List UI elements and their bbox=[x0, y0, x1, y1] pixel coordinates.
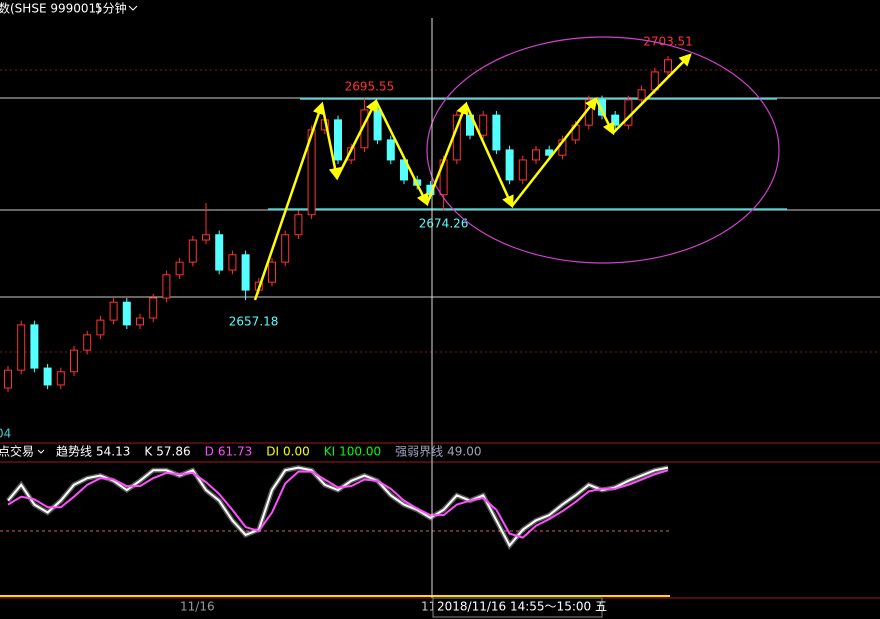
candle-body bbox=[96, 319, 105, 336]
candle-body bbox=[83, 334, 92, 351]
highlight-ellipse bbox=[426, 36, 780, 264]
arrow bbox=[335, 98, 378, 179]
candle-body bbox=[149, 297, 158, 319]
candle-body bbox=[294, 214, 303, 236]
candle-body bbox=[162, 274, 171, 299]
indicator-menu[interactable]: 点交易 bbox=[0, 444, 34, 459]
candle-body bbox=[109, 301, 118, 321]
readout-label: DI bbox=[266, 445, 279, 459]
candle-body bbox=[479, 114, 488, 136]
candle-body bbox=[43, 367, 52, 386]
instrument: 数(SHSE 999001) bbox=[0, 1, 101, 16]
arrow bbox=[511, 97, 598, 207]
candle-body bbox=[241, 254, 250, 291]
price-label: 2674.26 bbox=[419, 217, 469, 231]
candle-body bbox=[56, 371, 65, 386]
candle-body bbox=[202, 234, 210, 241]
readout-label: 趋势线 bbox=[56, 445, 92, 459]
candle-body bbox=[268, 261, 276, 283]
arrow bbox=[464, 103, 514, 209]
dropdown-icon[interactable] bbox=[37, 449, 45, 454]
price-label: 2657.18 bbox=[229, 315, 279, 329]
candle-body bbox=[17, 324, 26, 371]
axis-fragment: 04 bbox=[0, 427, 11, 441]
readout-label: 强弱界线 bbox=[395, 445, 443, 459]
readout-value: 0.00 bbox=[283, 445, 310, 459]
indicator bbox=[6, 465, 669, 550]
readout-value: 49.00 bbox=[447, 445, 481, 459]
readout-value: 54.13 bbox=[96, 445, 130, 459]
arrow bbox=[612, 53, 692, 134]
candle-body bbox=[505, 149, 514, 181]
candle-body bbox=[175, 261, 184, 276]
candle-body bbox=[215, 234, 224, 271]
candle-body bbox=[136, 317, 144, 326]
indicator-line bbox=[7, 466, 669, 548]
period[interactable]: 5分钟 bbox=[95, 1, 127, 16]
candle-body bbox=[228, 254, 237, 271]
candle-body bbox=[4, 369, 12, 389]
candle-body bbox=[532, 149, 540, 161]
candle-body bbox=[518, 159, 527, 181]
readout-label: KI bbox=[324, 445, 335, 459]
arrow bbox=[594, 98, 615, 136]
arrow bbox=[320, 103, 342, 181]
candle-body bbox=[492, 114, 501, 151]
candle-body bbox=[386, 139, 395, 161]
candle-body bbox=[664, 59, 672, 73]
dropdown-icon[interactable] bbox=[128, 5, 138, 11]
indicator-line bbox=[7, 469, 669, 539]
readout-value: 61.73 bbox=[218, 445, 252, 459]
candle-body bbox=[334, 119, 342, 161]
candle-body bbox=[373, 109, 382, 141]
candle-body bbox=[637, 89, 646, 101]
arrows bbox=[253, 53, 692, 301]
candle-body bbox=[307, 129, 316, 216]
candle-body bbox=[30, 324, 39, 369]
arrow bbox=[425, 101, 469, 205]
date-tick: 11/16 bbox=[180, 600, 215, 614]
readout-value: 57.86 bbox=[156, 445, 190, 459]
candle-body bbox=[598, 99, 606, 116]
candle-body bbox=[188, 239, 197, 263]
price-label: 2703.51 bbox=[643, 35, 693, 49]
price-label: 2695.55 bbox=[345, 80, 395, 94]
candle-body bbox=[122, 301, 131, 326]
candle-body bbox=[281, 234, 290, 263]
cursor-time: 2018/11/16 14:55～15:00 五 bbox=[437, 600, 607, 614]
readout-value: 100.00 bbox=[339, 445, 381, 459]
cursor-box bbox=[432, 597, 603, 618]
candle-body bbox=[611, 114, 620, 126]
readout-label: D bbox=[205, 445, 214, 459]
arrow bbox=[374, 100, 429, 207]
candle-body bbox=[70, 349, 78, 373]
cursor-fragment: 11 bbox=[421, 600, 436, 614]
readout-label: K bbox=[144, 445, 153, 459]
arrow bbox=[253, 101, 325, 301]
